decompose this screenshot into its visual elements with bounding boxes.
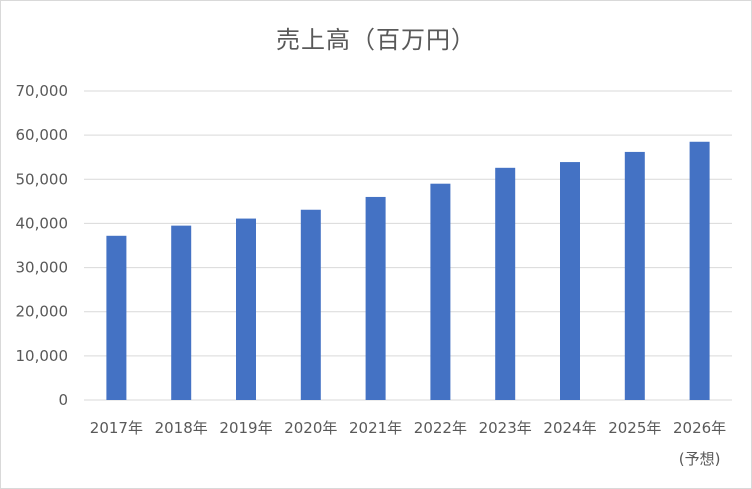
x-tick-label: 2023年 <box>479 419 532 437</box>
bar <box>495 167 516 400</box>
x-tick-label: 2017年 <box>90 419 143 437</box>
x-tick-label: 2020年 <box>284 419 337 437</box>
y-tick-label: 30,000 <box>16 259 69 277</box>
bar <box>171 225 192 400</box>
bar <box>560 162 580 400</box>
y-tick-label: 40,000 <box>16 214 69 232</box>
bar <box>106 235 127 400</box>
y-tick-label: 10,000 <box>16 347 69 365</box>
x-tick-label: 2026年 <box>673 419 726 437</box>
bar <box>689 141 710 400</box>
y-tick-label: 20,000 <box>16 303 69 321</box>
x-tick-label: 2025年 <box>608 419 661 437</box>
y-tick-label: 60,000 <box>16 126 69 144</box>
bar <box>365 196 386 400</box>
y-tick-label: 70,000 <box>16 82 69 100</box>
x-tick-label: 2021年 <box>349 419 402 437</box>
x-tick-label: 2024年 <box>543 419 596 437</box>
bar <box>430 183 451 400</box>
x-tick-label: 2022年 <box>414 419 467 437</box>
x-tick-label: 2018年 <box>155 419 208 437</box>
bar <box>624 151 645 400</box>
x-tick-label: 2019年 <box>219 419 272 437</box>
chart-title: 売上高（百万円） <box>276 26 476 54</box>
x-tick-note: (予想) <box>679 450 721 468</box>
bar <box>236 218 256 400</box>
y-tick-label: 0 <box>58 391 68 409</box>
bar <box>300 209 321 400</box>
y-tick-label: 50,000 <box>16 170 69 188</box>
